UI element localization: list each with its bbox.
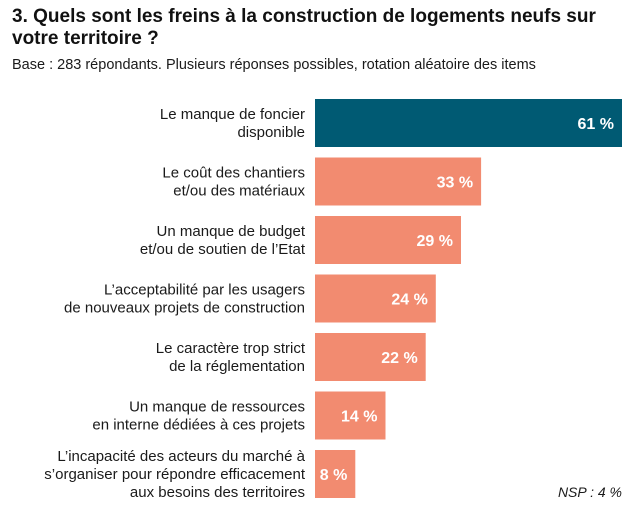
bar-value-label-2: 33 % [437,175,473,192]
category-label-line: s’organiser pour répondre efficacement [44,466,306,483]
bar-value-label-7: 8 % [320,467,348,484]
bar-3 [315,216,461,264]
category-label-line: Le manque de foncier [160,106,305,123]
category-label-line: en interne dédiées à ces projets [92,417,305,434]
category-label-line: et/ou de soutien de l’Etat [140,241,306,258]
category-label-line: aux besoins des territoires [130,484,305,501]
bar-value-label-3: 29 % [417,233,453,250]
category-label-line: disponible [237,124,305,141]
category-label-line: Le caractère trop strict [156,340,306,357]
category-label-2: Le coût des chantiers et/ou des matériaux [162,165,305,200]
category-label-7: L’incapacité des acteurs du marché à s’or… [44,448,306,501]
bar-value-label-4: 24 % [391,292,427,309]
chart-title: 3. Quels sont les freins à la constructi… [12,6,596,49]
bar-4 [315,274,436,323]
category-label-line: de la réglementation [169,358,305,375]
bar-5 [315,333,426,381]
category-label-5: Le caractère trop strict de la réglementa… [156,340,306,375]
nsp-note: NSP : 4 % [557,484,622,500]
category-label-line: Le coût des chantiers [162,165,305,182]
bar-value-label-6: 14 % [341,409,377,426]
bar-value-label-1: 61 % [578,116,614,133]
bar-6 [315,391,386,440]
category-label-line: L’incapacité des acteurs du marché à [57,448,305,465]
category-label-1: Le manque de foncier disponible [160,106,305,141]
bar-7 [315,450,356,498]
bar-2 [315,157,482,206]
category-label-line: L’acceptabilité par les usagers [104,282,305,299]
category-label-line: de nouveaux projets de construction [64,300,305,317]
bar-1 [315,99,622,147]
category-label-4: L’acceptabilité par les usagers de nouvea… [64,282,305,317]
bar-value-label-5: 22 % [381,350,417,367]
category-label-6: Un manque de ressources en interne dédiée… [92,399,305,434]
category-label-line: et/ou des matériaux [173,183,305,200]
chart-subtitle: Base : 283 répondants. Plusieurs réponse… [12,57,536,73]
category-label-line: Un manque de budget [157,223,306,240]
category-label-3: Un manque de budget et/ou de soutien de l… [140,223,306,258]
category-label-line: Un manque de ressources [129,399,305,416]
